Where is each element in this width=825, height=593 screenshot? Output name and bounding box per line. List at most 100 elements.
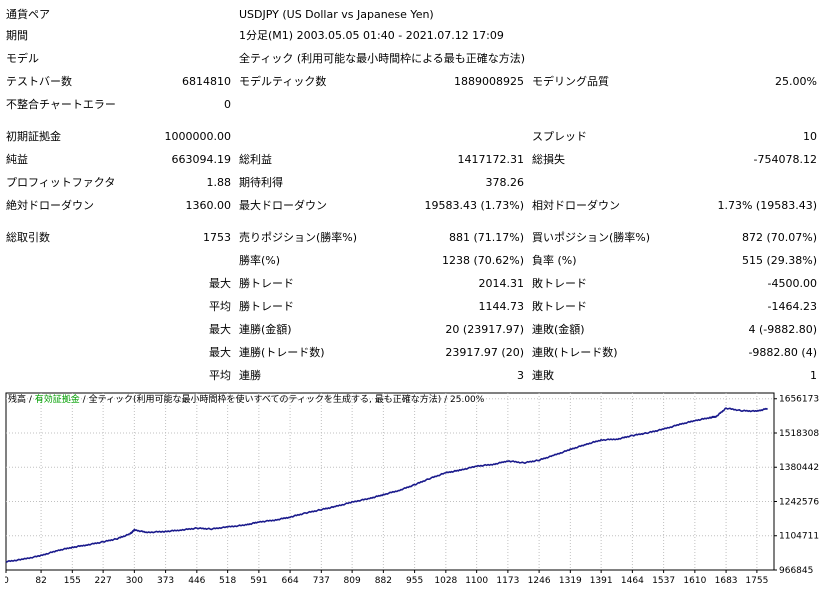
consecutive-loss-value: -9882.80 (4) <box>748 346 817 359</box>
short-positions-value: 881 (71.17%) <box>448 231 524 244</box>
x-tick-label: 518 <box>219 576 236 586</box>
consecutive-wins-label: 連勝(金額) <box>239 323 292 336</box>
x-tick-label: 809 <box>344 576 361 586</box>
quality-value: 25.00% <box>775 75 817 88</box>
period-label: 期間 <box>6 29 28 42</box>
max-consecutive-count-prefix-label: 最大 <box>209 346 231 359</box>
total-trades-label: 総取引数 <box>6 231 50 244</box>
consecutive-profit-label: 連勝(トレード数) <box>239 346 325 359</box>
expected-payoff-label: 期待利得 <box>239 176 283 189</box>
x-tick-label: 1537 <box>652 576 675 586</box>
caption-separator: / <box>79 395 89 405</box>
consecutive-profit-value: 23917.97 (20) <box>445 346 524 359</box>
ticks-label: モデルティック数 <box>239 75 327 88</box>
symbol-label: 通貨ペア <box>6 8 50 21</box>
spread-label: スプレッド <box>532 130 587 143</box>
x-tick-label: 955 <box>406 576 423 586</box>
profit-factor-label: プロフィットファクタ <box>6 176 116 189</box>
deposit-label: 初期証拠金 <box>6 130 61 143</box>
plot-frame <box>5 392 775 571</box>
ticks-value: 1889008925 <box>454 75 524 88</box>
expected-payoff-value: 378.26 <box>485 176 525 189</box>
y-tick-label: 1656173 <box>779 395 819 405</box>
x-tick-label: 0 <box>5 576 9 586</box>
x-tick-label: 1391 <box>590 576 613 586</box>
x-tick-label: 1610 <box>683 576 706 586</box>
maximal-drawdown-label: 最大ドローダウン <box>239 199 327 212</box>
gross-profit-label: 総利益 <box>239 153 272 166</box>
balance-chart: 0 82 155 227 300 373 446 518 591 664 737 809 882 955 1… <box>5 392 824 592</box>
largest-profit-value: 2014.31 <box>478 277 525 290</box>
x-tick-label: 1319 <box>559 576 582 586</box>
average-consecutive-wins-label: 連勝 <box>239 369 261 382</box>
balance-chart-svg: 0 82 155 227 300 373 446 518 591 664 737 809 882 955 1… <box>5 392 819 586</box>
consecutive-loss-label: 連敗(トレード数) <box>532 346 618 359</box>
absolute-drawdown-value: 1360.00 <box>185 199 232 212</box>
caption-separator: / <box>26 395 35 405</box>
caption-balance: 残高 <box>8 395 27 405</box>
long-positions-value: 872 (70.07%) <box>741 231 817 244</box>
quality-label: モデリング品質 <box>532 75 609 88</box>
x-tick-label: 1173 <box>496 576 519 586</box>
profit-trades-label: 勝率(%) <box>239 254 281 267</box>
x-tick-label: 1464 <box>621 576 644 586</box>
x-tick-label: 737 <box>313 576 330 586</box>
bars-label: テストバー数 <box>6 75 72 88</box>
net-profit-label: 純益 <box>6 153 28 166</box>
symbol-value: USDJPY (US Dollar vs Japanese Yen) <box>239 8 434 21</box>
x-tick-label: 446 <box>188 576 205 586</box>
x-tick-label: 300 <box>126 576 143 586</box>
caption-equity: 有効証拠金 <box>34 395 80 405</box>
y-tick-label: 966845 <box>779 566 813 576</box>
long-positions-label: 買いポジション(勝率%) <box>532 231 651 244</box>
largest-loss-value: -4500.00 <box>767 277 817 290</box>
average-consecutive-prefix-label: 平均 <box>209 369 231 382</box>
x-tick-label: 882 <box>375 576 392 586</box>
profit-factor-value: 1.88 <box>206 176 232 189</box>
average-consecutive-losses-value: 1 <box>810 369 817 382</box>
y-tick-label: 1104711 <box>779 532 819 542</box>
x-tick-label: 82 <box>35 576 46 586</box>
average-prefix-label: 平均 <box>209 300 231 313</box>
short-positions-label: 売りポジション(勝率%) <box>239 231 358 244</box>
caption-quality: 25.00% <box>450 395 485 405</box>
x-tick-label: 1100 <box>465 576 488 586</box>
y-tick-label: 1380442 <box>779 463 819 473</box>
model-label: モデル <box>6 52 39 65</box>
largest-profit-label: 勝トレード <box>239 277 294 290</box>
consecutive-losses-value: 4 (-9882.80) <box>748 323 817 336</box>
chart-caption: 残高 / 有効証拠金 / 全ティック(利用可能な最小時間枠を使いすべてのティック… <box>8 394 484 406</box>
gross-profit-value: 1417172.31 <box>457 153 524 166</box>
loss-trades-value: 515 (29.38%) <box>741 254 817 267</box>
balance-series-line <box>5 407 769 564</box>
bars-value: 6814810 <box>182 75 231 88</box>
consecutive-losses-label: 連敗(金額) <box>532 323 585 336</box>
y-tick-label: 1518308 <box>779 429 819 439</box>
average-consecutive-losses-label: 連敗 <box>532 369 554 382</box>
spread-value: 10 <box>803 130 817 143</box>
x-tick-label: 227 <box>95 576 112 586</box>
model-value: 全ティック (利用可能な最小時間枠による最も正確な方法) <box>239 52 526 65</box>
loss-trades-label: 負率 (%) <box>532 254 577 267</box>
average-profit-value: 1144.73 <box>478 300 525 313</box>
average-loss-value: -1464.23 <box>767 300 817 313</box>
caption-separator: / <box>441 395 451 405</box>
mismatch-label: 不整合チャートエラー <box>6 98 116 111</box>
x-tick-label: 664 <box>282 576 299 586</box>
x-tick-label: 1683 <box>715 576 738 586</box>
x-tick-label: 373 <box>157 576 174 586</box>
largest-prefix-label: 最大 <box>209 277 231 290</box>
relative-drawdown-label: 相対ドローダウン <box>532 199 620 212</box>
x-tick-label: 1246 <box>528 576 551 586</box>
x-tick-label: 1755 <box>745 576 768 586</box>
gross-loss-value: -754078.12 <box>753 153 817 166</box>
y-tick-label: 1242576 <box>779 497 819 507</box>
x-tick-label: 591 <box>250 576 267 586</box>
consecutive-wins-value: 20 (23917.97) <box>445 323 524 336</box>
mismatch-value: 0 <box>224 98 231 111</box>
maximal-drawdown-value: 19583.43 (1.73%) <box>424 199 524 212</box>
deposit-value: 1000000.00 <box>164 130 231 143</box>
average-loss-label: 敗トレード <box>532 300 587 313</box>
absolute-drawdown-label: 絶対ドローダウン <box>6 199 94 212</box>
period-value: 1分足(M1) 2003.05.05 01:40 - 2021.07.12 17… <box>239 29 504 42</box>
